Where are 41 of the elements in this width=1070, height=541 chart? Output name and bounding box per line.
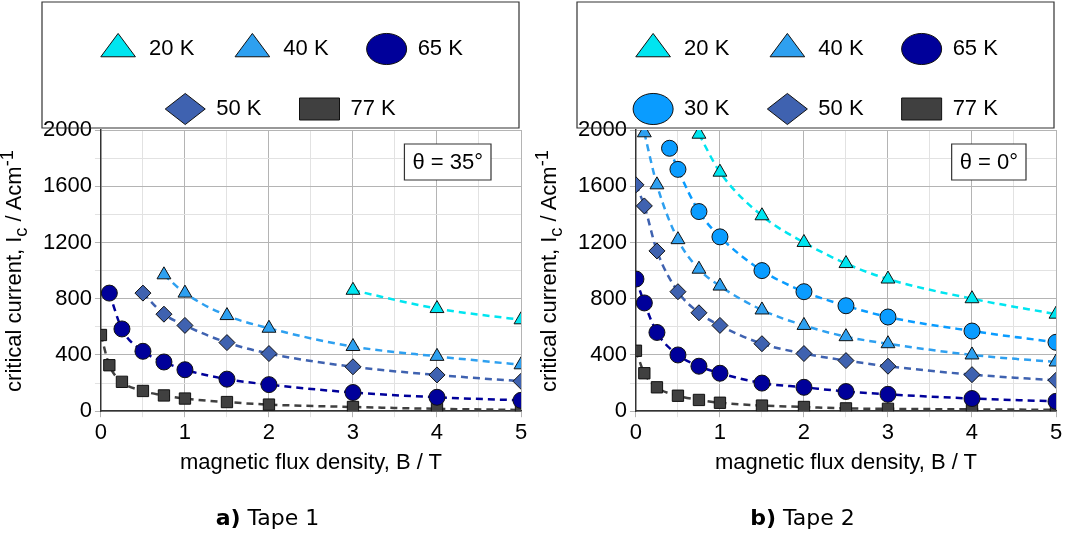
x-tick-label: 1 bbox=[178, 419, 192, 445]
legend-label: 40 K bbox=[283, 35, 329, 61]
y-tick-label: 0 bbox=[79, 397, 92, 423]
y-tick-label: 2000 bbox=[577, 116, 627, 142]
y-tick-label: 1200 bbox=[42, 228, 92, 254]
y-tick-label: 1600 bbox=[42, 172, 92, 198]
legend-label: 20 K bbox=[149, 35, 195, 61]
legend-label: 65 K bbox=[417, 35, 464, 61]
x-tick-label: 2 bbox=[262, 419, 276, 445]
legend-label: 30 K bbox=[684, 95, 730, 121]
y-tick-label: 400 bbox=[590, 341, 627, 367]
x-tick-label: 2 bbox=[797, 419, 811, 445]
y-tick-label: 400 bbox=[55, 341, 92, 367]
y-tick-label: 800 bbox=[55, 284, 92, 310]
y-tick-label: 800 bbox=[590, 284, 627, 310]
x-tick-label: 3 bbox=[346, 419, 360, 445]
y-tick-label: 1600 bbox=[577, 172, 627, 198]
legend-label: 50 K bbox=[216, 95, 262, 121]
y-tick-label: 1200 bbox=[577, 228, 627, 254]
x-axis-title: magnetic flux density, B / T bbox=[179, 448, 443, 474]
text: b) Tape 2 bbox=[749, 505, 856, 530]
legend-label: 40 K bbox=[818, 35, 864, 61]
text: a) Tape 1 bbox=[214, 505, 321, 530]
legend-label: 50 K bbox=[818, 95, 864, 121]
x-tick-label: 5 bbox=[514, 419, 528, 445]
x-tick-label: 3 bbox=[881, 419, 895, 445]
x-tick-label: 0 bbox=[629, 419, 643, 445]
x-tick-label: 4 bbox=[965, 419, 979, 445]
x-axis-title: magnetic flux density, B / T bbox=[714, 448, 978, 474]
y-tick-label: 0 bbox=[614, 397, 627, 423]
x-tick-label: 0 bbox=[94, 419, 108, 445]
legend-label: 65 K bbox=[952, 35, 999, 61]
x-tick-label: 1 bbox=[713, 419, 727, 445]
legend-label: 77 K bbox=[350, 95, 397, 121]
annotation: θ = 35° bbox=[412, 149, 483, 175]
legend-label: 77 K bbox=[952, 95, 999, 121]
y-tick-label: 2000 bbox=[42, 116, 92, 142]
x-tick-label: 5 bbox=[1049, 419, 1063, 445]
annotation: θ = 0° bbox=[959, 149, 1018, 175]
x-tick-label: 4 bbox=[430, 419, 444, 445]
legend-label: 20 K bbox=[684, 35, 730, 61]
